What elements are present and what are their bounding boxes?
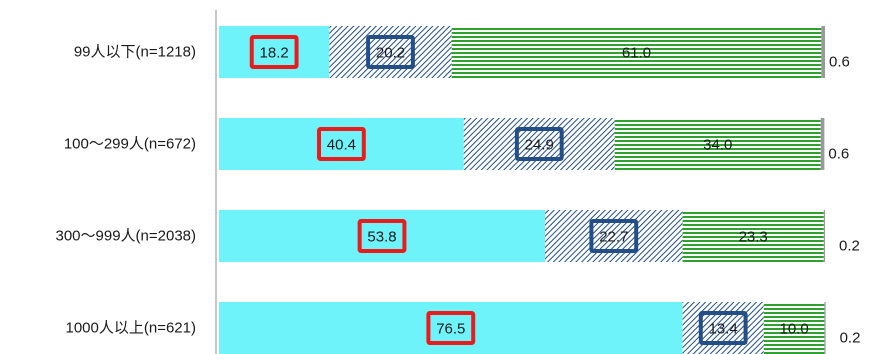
bar-segment-2 [682, 302, 764, 354]
value-label: 40.4 [327, 137, 356, 154]
value-label: 18.2 [260, 45, 289, 62]
bar-segment-1 [219, 118, 464, 170]
value-label: 20.2 [376, 45, 405, 62]
bar-segment-3 [451, 26, 822, 78]
bar-segment-3 [763, 302, 825, 354]
value-label-box [698, 311, 748, 345]
value-label: 76.5 [436, 321, 465, 338]
value-label: 24.9 [525, 137, 554, 154]
value-label-box [426, 311, 476, 345]
value-label-box [317, 127, 366, 161]
value-label: 13.4 [709, 321, 738, 338]
bar-segment-4 [820, 118, 825, 170]
bar-segment-2 [463, 118, 615, 170]
value-label: 0.2 [839, 238, 860, 255]
bar-segment-1 [219, 26, 330, 78]
category-label: 1000人以上(n=621) [66, 320, 197, 337]
bar-segment-3 [614, 118, 821, 170]
value-label: 23.3 [739, 229, 768, 246]
value-label-box [589, 219, 639, 253]
value-label-box [514, 127, 564, 161]
bar-segment-4 [824, 302, 826, 354]
category-label: 300～999人(n=2038) [55, 228, 196, 245]
value-label: 61.0 [622, 45, 651, 62]
value-label: 0.6 [829, 54, 850, 71]
bar-segment-4 [821, 26, 825, 78]
value-label: 22.7 [599, 229, 628, 246]
bar-segment-2 [329, 26, 452, 78]
bar-segment-2 [545, 210, 683, 262]
category-label: 100～299人(n=672) [64, 136, 196, 153]
bar-segment-3 [682, 210, 824, 262]
value-label: 53.8 [367, 229, 396, 246]
bar-segment-1 [219, 302, 683, 354]
value-label: 10.0 [779, 321, 808, 338]
bar-segment-4 [823, 210, 825, 262]
value-label: 34.0 [703, 137, 732, 154]
value-label-box [249, 35, 299, 69]
category-label: 99人以下(n=1218) [74, 44, 196, 61]
bars-layer: 99人以下(n=1218) 18.2 20.2 61.0 0.6 100～299人(n=6… [55, 26, 860, 354]
value-label: 0.6 [828, 146, 849, 163]
value-label-box [357, 219, 407, 253]
value-label-box [366, 35, 415, 69]
value-label: 0.2 [840, 330, 861, 347]
bar-segment-1 [219, 210, 546, 262]
